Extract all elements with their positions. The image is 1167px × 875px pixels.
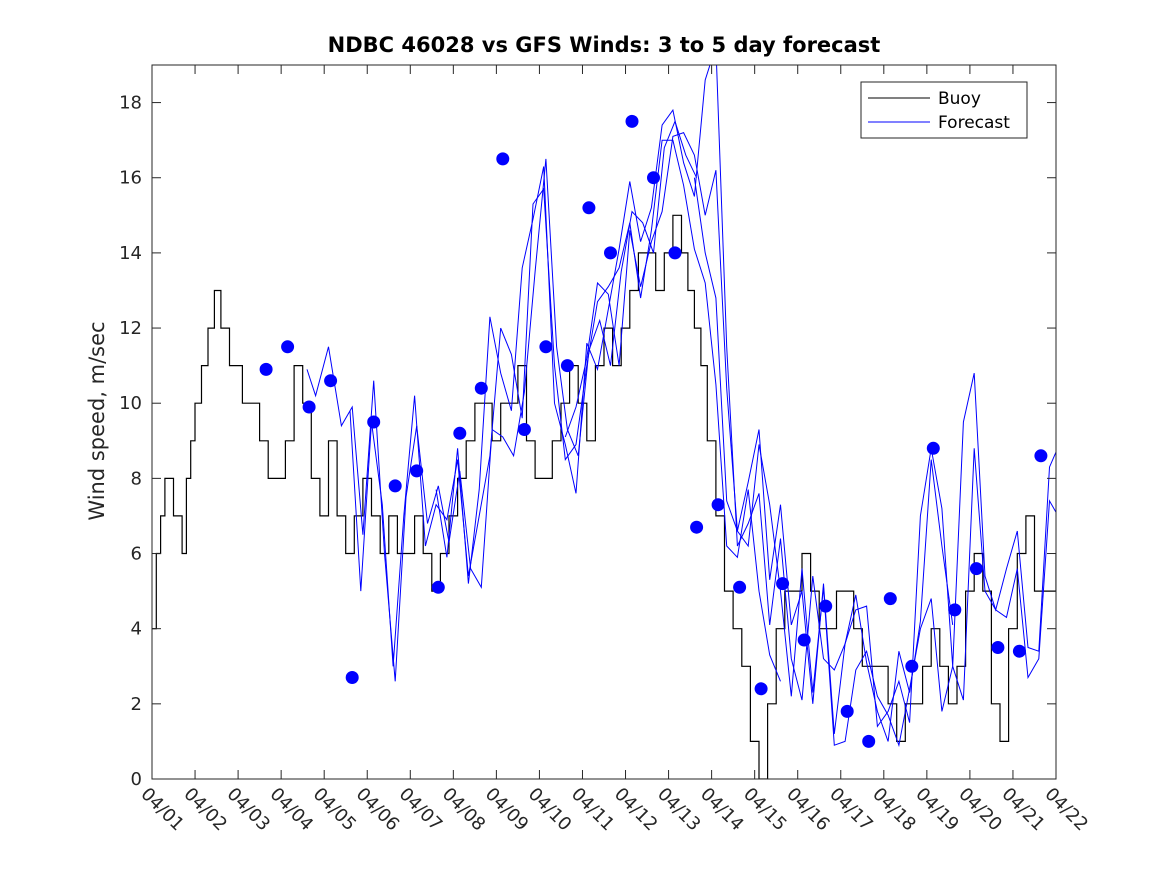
legend-buoy-label: Buoy (938, 89, 981, 109)
forecast-point (496, 152, 510, 166)
y-tick-label: 2 (131, 694, 142, 715)
forecast-point (324, 374, 338, 388)
forecast-point (604, 246, 617, 260)
y-axis-label: Wind speed, m/sec (85, 321, 109, 520)
forecast-point (259, 362, 273, 376)
forecast-point (733, 580, 747, 594)
y-tick-label: 6 (131, 544, 142, 565)
forecast-point (797, 633, 811, 647)
forecast-point (281, 340, 295, 354)
chart-title: NDBC 46028 vs GFS Winds: 3 to 5 day fore… (328, 33, 881, 57)
y-tick-label: 14 (119, 243, 142, 264)
y-tick-label: 0 (131, 769, 142, 790)
y-tick-label: 4 (131, 619, 142, 640)
forecast-point (690, 520, 704, 534)
forecast-line-2 (349, 139, 781, 682)
forecast-point (431, 580, 445, 594)
forecast-point (582, 201, 596, 215)
forecast-point (862, 734, 876, 748)
forecast-point (453, 426, 467, 440)
forecast-point (711, 498, 725, 512)
forecast-point (647, 171, 660, 185)
forecast-point (560, 359, 574, 373)
forecast-point (1034, 449, 1048, 463)
y-tick-label: 8 (131, 468, 142, 489)
forecast-point (969, 562, 983, 576)
forecast-point (517, 423, 531, 436)
forecast-point (345, 671, 359, 684)
plot-area (152, 65, 1056, 779)
forecast-point (840, 704, 854, 718)
forecast-point (1012, 644, 1026, 658)
forecast-line-3 (435, 65, 954, 742)
forecast-point (991, 641, 1005, 654)
forecast-point (539, 340, 553, 354)
forecast-point (883, 592, 897, 606)
legend-forecast-label: Forecast (938, 113, 1010, 133)
y-tick-label: 18 (119, 93, 142, 114)
forecast-point (367, 415, 381, 429)
forecast-line-5 (693, 177, 1056, 748)
forecast-point (410, 464, 424, 478)
y-tick-label: 16 (119, 168, 142, 189)
forecast-point (754, 682, 768, 696)
forecast-point (668, 246, 682, 260)
forecast-point (905, 659, 919, 673)
buoy-line (152, 214, 1056, 779)
y-tick-label: 10 (119, 393, 142, 414)
forecast-point (302, 400, 316, 414)
forecast-line-1 (306, 119, 698, 682)
legend: Buoy Forecast (860, 81, 1028, 139)
forecast-point (948, 603, 962, 617)
y-tick-label: 12 (119, 318, 142, 339)
forecast-point (776, 577, 790, 591)
axes-box (151, 64, 1057, 780)
forecast-point (926, 441, 940, 455)
forecast-point (388, 479, 402, 493)
legend-box (860, 81, 1028, 139)
forecast-point (819, 599, 833, 613)
forecast-line-4 (564, 131, 1056, 734)
forecast-point (625, 114, 639, 128)
forecast-point (474, 381, 488, 395)
